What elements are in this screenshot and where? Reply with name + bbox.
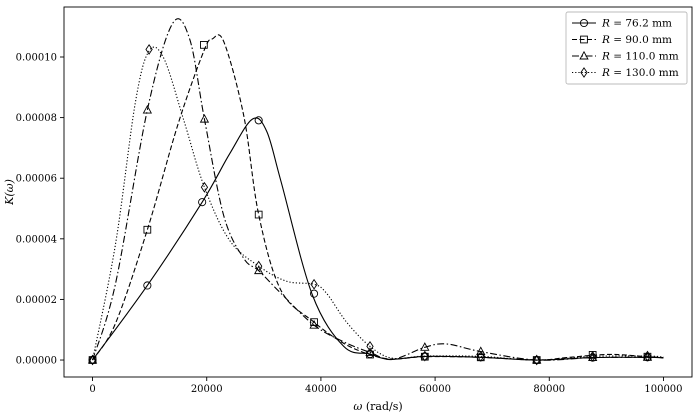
data-point-marker bbox=[589, 350, 597, 362]
data-point-marker bbox=[310, 278, 318, 290]
legend-item: R = 90.0 mm bbox=[572, 34, 672, 46]
y-tick-label: 0.00010 bbox=[16, 53, 57, 64]
legend-label: R = 90.0 mm bbox=[601, 34, 672, 46]
data-point-marker bbox=[88, 354, 97, 366]
legend-item: R = 76.2 mm bbox=[572, 18, 672, 30]
legend-item: R = 110.0 mm bbox=[572, 51, 679, 63]
data-point-marker bbox=[310, 289, 319, 298]
legend-item: R = 130.0 mm bbox=[572, 67, 679, 79]
data-point-marker bbox=[421, 350, 429, 362]
x-axis-label: ω (rad/s) bbox=[353, 400, 402, 413]
x-tick-label: 100000 bbox=[644, 384, 682, 395]
data-point-marker bbox=[143, 225, 152, 234]
data-point-marker bbox=[532, 354, 542, 364]
legend-marker bbox=[580, 67, 588, 78]
data-point-marker bbox=[254, 210, 263, 219]
y-tick-label: 0.00006 bbox=[16, 174, 57, 185]
data-point-marker bbox=[365, 347, 375, 356]
data-point-marker bbox=[87, 354, 98, 364]
series-line bbox=[92, 18, 664, 361]
x-tick-label: 0 bbox=[89, 384, 95, 395]
y-tick-label: 0.00002 bbox=[16, 295, 57, 306]
data-point-marker bbox=[476, 346, 486, 355]
series-line bbox=[92, 34, 664, 361]
data-point-marker bbox=[254, 116, 263, 125]
x-tick-label: 80000 bbox=[533, 384, 565, 395]
legend-label: R = 76.2 mm bbox=[601, 18, 672, 30]
series-line bbox=[92, 117, 664, 361]
data-point-marker bbox=[420, 342, 430, 351]
legend-label: R = 130.0 mm bbox=[601, 67, 679, 79]
x-tick-label: 20000 bbox=[191, 384, 223, 395]
data-point-marker bbox=[198, 198, 207, 207]
legend: R = 76.2 mm R = 90.0 mm R = 110.0 mm R = 13… bbox=[565, 11, 688, 85]
legend-marker bbox=[579, 50, 589, 60]
x-tick-label: 40000 bbox=[305, 384, 337, 395]
data-point-marker bbox=[199, 113, 210, 123]
series-1 bbox=[88, 116, 664, 365]
data-point-marker bbox=[309, 320, 319, 329]
series-4 bbox=[88, 44, 664, 366]
y-tick-label: 0.00004 bbox=[16, 234, 57, 245]
data-point-marker bbox=[366, 340, 374, 352]
legend-marker bbox=[580, 35, 588, 44]
legend-marker bbox=[579, 18, 589, 28]
y-tick-label: 0.00000 bbox=[16, 356, 57, 367]
legend-label: R = 110.0 mm bbox=[601, 51, 679, 63]
y-axis-label: K(ω) bbox=[3, 179, 16, 206]
data-point-marker bbox=[643, 350, 652, 362]
legend-box bbox=[565, 11, 688, 85]
data-point-marker bbox=[142, 104, 153, 114]
series-line bbox=[92, 46, 664, 361]
plot-frame bbox=[63, 6, 693, 378]
data-point-marker bbox=[143, 281, 152, 290]
data-point-marker bbox=[145, 44, 153, 55]
y-tick-label: 0.00008 bbox=[16, 113, 57, 124]
data-point-marker bbox=[200, 41, 208, 49]
data-point-marker bbox=[477, 350, 485, 362]
data-point-marker bbox=[533, 354, 541, 366]
data-point-marker bbox=[255, 260, 263, 272]
data-point-marker bbox=[200, 181, 209, 193]
data-point-marker bbox=[254, 265, 264, 275]
x-tick-label: 60000 bbox=[419, 384, 451, 395]
